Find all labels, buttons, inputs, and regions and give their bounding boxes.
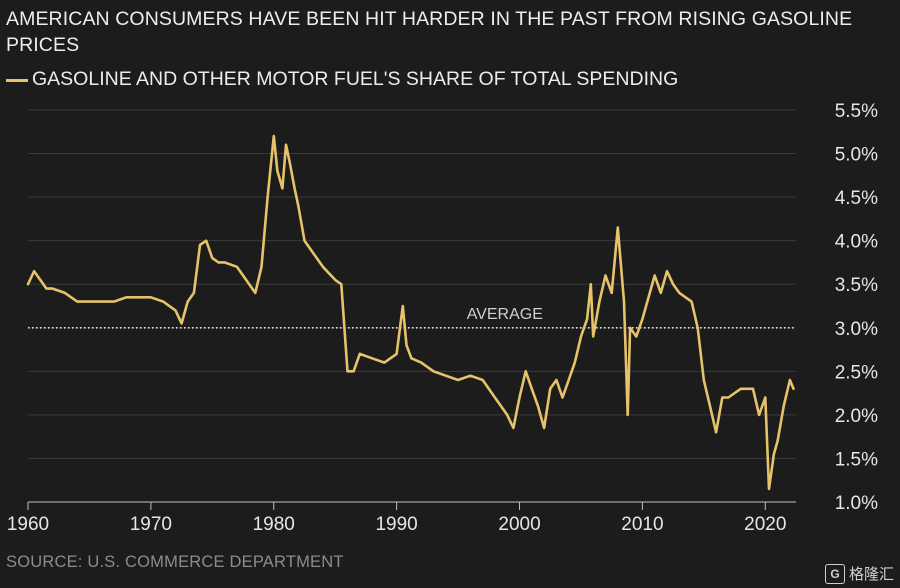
y-tick-label: 2.0%: [835, 406, 878, 427]
y-tick-label: 4.0%: [835, 232, 878, 253]
brand-text: 格隆汇: [848, 566, 894, 583]
y-tick-label: 5.0%: [835, 145, 878, 166]
y-tick-label: 3.0%: [835, 319, 878, 340]
x-tick-label: 2010: [621, 514, 663, 535]
y-tick-label: 2.5%: [835, 362, 878, 383]
average-label: AVERAGE: [467, 306, 543, 323]
y-tick-label: 1.0%: [835, 493, 878, 514]
y-tick-label: 5.5%: [835, 101, 878, 122]
chart-title: AMERICAN CONSUMERS HAVE BEEN HIT HARDER …: [6, 8, 853, 56]
x-tick-label: 1960: [7, 514, 49, 535]
x-tick-label: 1980: [253, 514, 295, 535]
source-note: SOURCE: U.S. COMMERCE DEPARTMENT: [6, 553, 344, 571]
x-tick-label: 1990: [375, 514, 417, 535]
legend-swatch: [6, 79, 28, 82]
y-tick-label: 3.5%: [835, 275, 878, 296]
legend-label: GASOLINE AND OTHER MOTOR FUEL'S SHARE OF…: [32, 68, 679, 90]
axes: 1.0% 1.5% 2.0% 2.5% 3.0% 3.5% 4.0% 4.5% 5.0% 5.5%…: [7, 101, 878, 535]
y-tick-label: 1.5%: [835, 449, 878, 470]
y-tick-label: 4.5%: [835, 188, 878, 209]
watermark-logo: G 格隆汇: [824, 563, 894, 584]
series-line: [26, 134, 795, 491]
x-tick-label: 2020: [744, 514, 786, 535]
average-line-group: AVERAGE: [28, 306, 796, 329]
gridlines: [28, 109, 796, 459]
series-layer: [26, 134, 795, 491]
x-tick-label: 2000: [498, 514, 540, 535]
legend: GASOLINE AND OTHER MOTOR FUEL'S SHARE OF…: [6, 68, 678, 91]
brand-mark-icon: G: [824, 563, 845, 584]
x-tick-label: 1970: [130, 514, 172, 535]
